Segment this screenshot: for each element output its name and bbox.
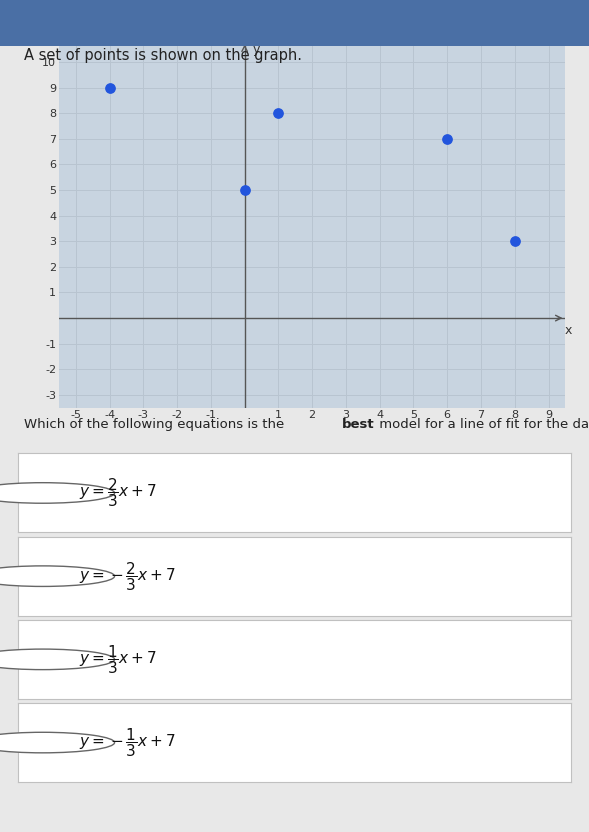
Text: A set of points is shown on the graph.: A set of points is shown on the graph. <box>24 48 302 63</box>
Text: $y=-\dfrac{2}{3}x+7$: $y=-\dfrac{2}{3}x+7$ <box>78 560 175 592</box>
Point <box>510 235 519 248</box>
Circle shape <box>0 649 114 670</box>
Text: $y=\dfrac{2}{3}x+7$: $y=\dfrac{2}{3}x+7$ <box>78 477 157 509</box>
Text: Which of the following equations is the: Which of the following equations is the <box>24 418 288 432</box>
Circle shape <box>0 566 114 587</box>
Point <box>274 106 283 120</box>
Point <box>240 183 249 196</box>
Text: $y=\dfrac{1}{3}x+7$: $y=\dfrac{1}{3}x+7$ <box>78 643 157 676</box>
Text: $y=-\dfrac{1}{3}x+7$: $y=-\dfrac{1}{3}x+7$ <box>78 726 175 759</box>
Circle shape <box>0 732 114 753</box>
Text: y: y <box>253 43 260 56</box>
Point <box>105 81 114 94</box>
Circle shape <box>0 483 114 503</box>
Point <box>442 132 452 146</box>
Text: best: best <box>342 418 374 432</box>
Text: model for a line of fit for the data?: model for a line of fit for the data? <box>375 418 589 432</box>
Text: x: x <box>565 324 573 338</box>
